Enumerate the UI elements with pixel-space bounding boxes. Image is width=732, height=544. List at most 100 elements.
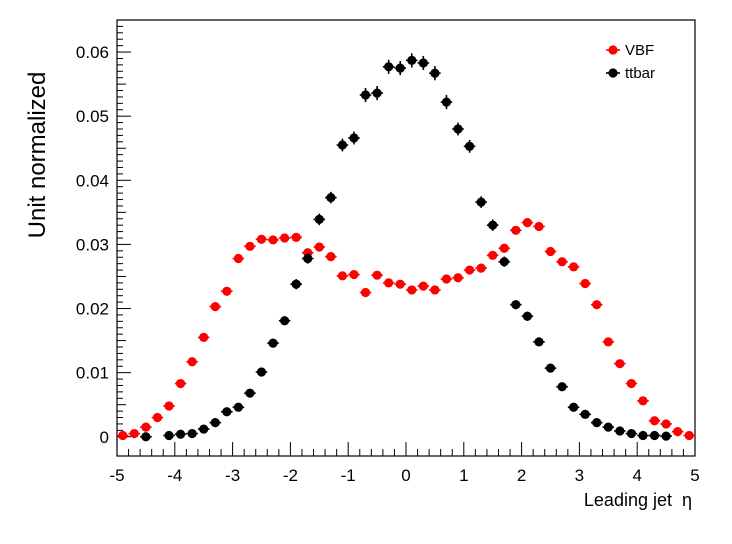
data-point <box>209 302 222 312</box>
data-point <box>648 430 661 441</box>
data-point <box>151 412 164 423</box>
data-point <box>232 253 245 264</box>
data-point <box>648 416 661 426</box>
data-point <box>371 86 383 101</box>
data-point <box>382 59 395 74</box>
data-point <box>602 422 615 432</box>
data-point <box>429 66 441 81</box>
data-point <box>671 427 684 437</box>
data-point <box>255 367 268 377</box>
data-point <box>625 428 638 439</box>
data-point <box>463 139 476 153</box>
data-point <box>544 246 557 257</box>
legend-marker-ttbar <box>606 68 620 78</box>
x-axis-title: Leading jet η <box>584 490 692 510</box>
plot-frame <box>116 19 696 457</box>
data-point <box>463 265 476 275</box>
data-point <box>475 263 487 273</box>
data-point <box>197 332 210 342</box>
x-tick-label: 3 <box>575 466 584 485</box>
data-point <box>486 219 499 231</box>
data-point <box>556 257 568 267</box>
data-point <box>267 235 279 245</box>
y-tick-label: 0.02 <box>76 300 109 319</box>
x-tick-label: 0 <box>401 466 410 485</box>
data-point <box>301 253 314 264</box>
data-point <box>544 363 557 373</box>
data-point <box>128 428 141 439</box>
data-point <box>406 53 418 68</box>
data-point <box>221 286 233 296</box>
x-tick-label: 5 <box>690 466 699 485</box>
data-point <box>452 273 464 283</box>
series-vbf <box>117 218 695 441</box>
data-point <box>336 138 349 152</box>
x-axis: -5 -4 -3 -2 -1 0 1 2 3 4 5 <box>109 442 700 485</box>
data-point <box>486 250 499 260</box>
x-tick-label: -1 <box>341 466 356 485</box>
data-point <box>313 213 326 226</box>
data-point <box>521 218 534 228</box>
data-point <box>475 196 487 208</box>
data-point <box>440 95 453 110</box>
data-point <box>394 61 406 76</box>
data-point <box>371 270 383 280</box>
y-tick-label: 0.03 <box>76 235 109 254</box>
y-tick-label: 0 <box>100 428 109 447</box>
data-point <box>209 418 222 428</box>
data-point <box>660 431 672 441</box>
data-point <box>556 382 568 392</box>
data-point <box>221 407 233 417</box>
data-point <box>590 418 603 428</box>
x-tick-label: -4 <box>167 466 182 485</box>
data-point <box>521 311 534 321</box>
data-point <box>625 378 638 389</box>
data-point <box>498 243 511 253</box>
x-tick-label: 2 <box>517 466 526 485</box>
data-point <box>452 122 464 136</box>
data-point <box>325 251 337 262</box>
data-point <box>174 378 187 389</box>
data-point <box>278 316 291 326</box>
data-point <box>602 337 615 347</box>
data-point <box>244 241 256 251</box>
x-tick-label: -5 <box>109 466 124 485</box>
y-tick-label: 0.01 <box>76 364 109 383</box>
data-point <box>255 234 268 244</box>
data-point <box>267 338 279 348</box>
data-point <box>325 191 337 204</box>
legend-marker-vbf <box>606 45 620 55</box>
y-tick-label: 0.05 <box>76 107 109 126</box>
data-point <box>348 131 360 145</box>
data-point <box>290 232 302 242</box>
data-point <box>498 256 511 267</box>
data-point <box>186 428 198 439</box>
x-tick-label: -2 <box>283 466 298 485</box>
data-point <box>614 359 626 369</box>
data-point <box>197 424 210 434</box>
series-ttbar <box>140 53 672 442</box>
legend-label-ttbar: ttbar <box>625 65 655 82</box>
data-point <box>660 419 672 429</box>
data-point <box>406 285 418 295</box>
data-point <box>313 242 326 252</box>
data-point <box>683 430 695 441</box>
x-tick-label: 1 <box>459 466 468 485</box>
data-point <box>140 422 152 432</box>
data-point <box>510 300 522 310</box>
data-point <box>244 388 256 398</box>
data-point <box>278 233 291 243</box>
data-point <box>429 285 441 295</box>
data-point <box>174 429 187 439</box>
x-tick-label: -3 <box>225 466 240 485</box>
data-point <box>590 300 603 310</box>
y-tick-label: 0.06 <box>76 43 109 62</box>
data-point <box>614 426 626 436</box>
data-point <box>336 271 349 281</box>
data-point <box>348 269 360 280</box>
data-point <box>579 409 591 419</box>
data-point <box>533 337 545 347</box>
data-point <box>290 279 302 290</box>
data-point <box>533 221 545 232</box>
